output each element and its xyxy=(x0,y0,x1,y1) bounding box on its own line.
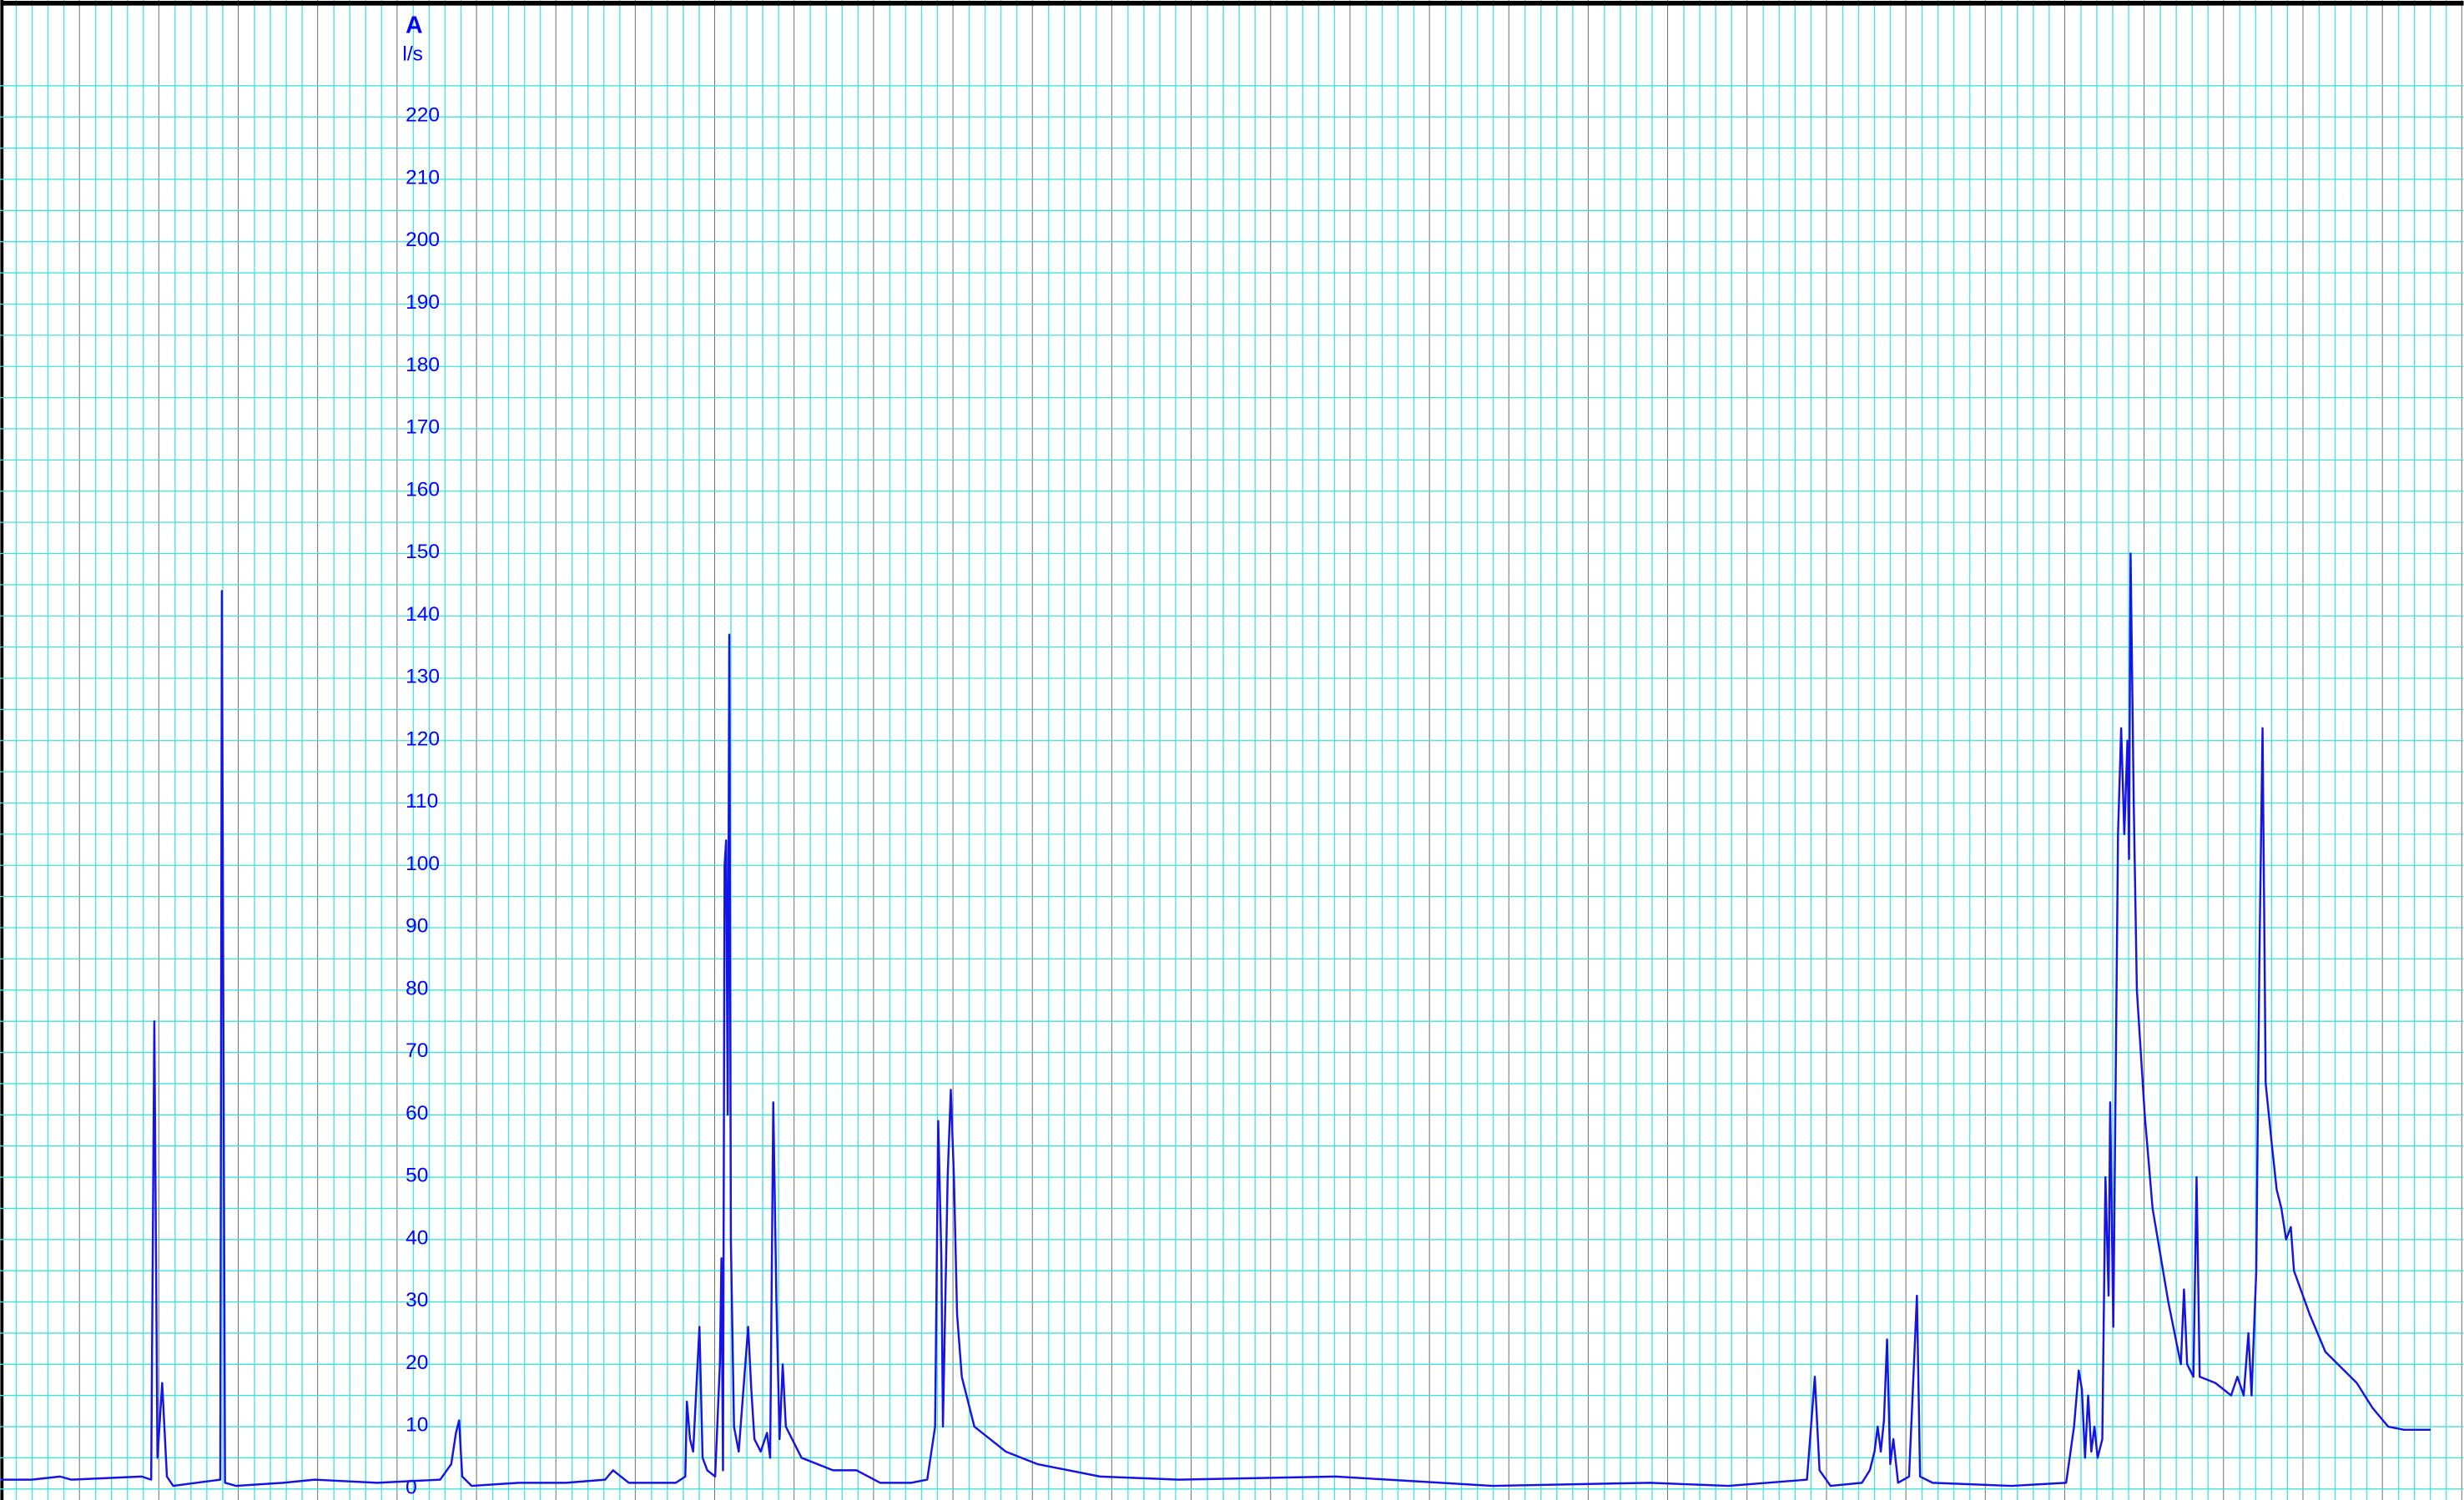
y-tick-label: 60 xyxy=(406,1102,428,1125)
y-axis-label: l/s xyxy=(402,43,422,65)
y-tick-label: 10 xyxy=(406,1414,428,1437)
y-tick-label: 160 xyxy=(406,478,440,501)
y-tick-label: 90 xyxy=(406,915,428,938)
y-tick-label: 50 xyxy=(406,1165,428,1187)
y-tick-label: 210 xyxy=(406,166,440,189)
y-tick-label: 20 xyxy=(406,1352,428,1374)
y-tick-label: 100 xyxy=(406,853,440,875)
chart-title: A xyxy=(406,11,422,38)
y-tick-label: 130 xyxy=(406,666,440,688)
y-tick-label: 190 xyxy=(406,291,440,314)
y-tick-label: 220 xyxy=(406,104,440,127)
y-tick-label: 70 xyxy=(406,1039,428,1062)
y-tick-label: 120 xyxy=(406,727,440,750)
y-tick-label: 30 xyxy=(406,1289,428,1311)
y-tick-label: 200 xyxy=(406,229,440,251)
y-tick-label: 180 xyxy=(406,354,440,376)
y-tick-label: 140 xyxy=(406,603,440,626)
y-tick-label: 150 xyxy=(406,541,440,563)
y-tick-label: 170 xyxy=(406,416,440,439)
horizontal-grid xyxy=(0,85,2464,1490)
y-axis: 0 10 20 30 40 50 60 70 80 90 100 110 120 130 140 150 160… xyxy=(406,104,440,1499)
y-tick-label: 80 xyxy=(406,977,428,999)
data-line xyxy=(0,552,2431,1487)
y-tick-label: 0 xyxy=(406,1476,417,1498)
y-tick-label: 40 xyxy=(406,1226,428,1249)
y-tick-label: 110 xyxy=(406,790,438,813)
